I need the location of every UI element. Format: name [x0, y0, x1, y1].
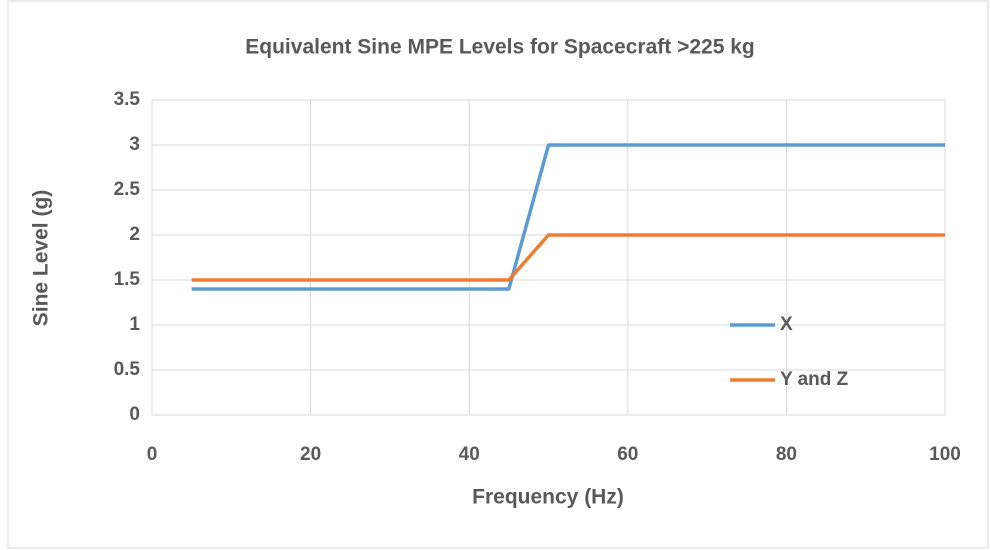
x-axis-label: Frequency (Hz): [472, 486, 624, 509]
x-tick-label: 100: [929, 444, 961, 465]
chart-title: Equivalent Sine MPE Levels for Spacecraf…: [245, 36, 754, 59]
y-tick-label: 3: [129, 134, 140, 155]
legend-label: X: [780, 314, 793, 335]
y-tick-label: 3.5: [114, 89, 141, 110]
x-tick-label: 0: [147, 444, 158, 465]
legend-label: Y and Z: [780, 369, 849, 390]
y-axis-label: Sine Level (g): [30, 190, 53, 327]
series-line: [191, 233, 945, 282]
y-tick-label: 0: [129, 404, 140, 425]
y-tick-label: 0.5: [114, 359, 141, 380]
x-tick-label: 40: [459, 444, 480, 465]
x-tick-label: 80: [776, 444, 797, 465]
series-line: [191, 143, 945, 291]
x-tick-label: 60: [617, 444, 638, 465]
y-tick-label: 2: [129, 224, 140, 245]
chart-border: [7, 0, 989, 549]
y-tick-label: 2.5: [114, 179, 141, 200]
y-tick-label: 1.5: [114, 269, 141, 290]
x-tick-label: 20: [300, 444, 321, 465]
y-tick-label: 1: [129, 314, 140, 335]
